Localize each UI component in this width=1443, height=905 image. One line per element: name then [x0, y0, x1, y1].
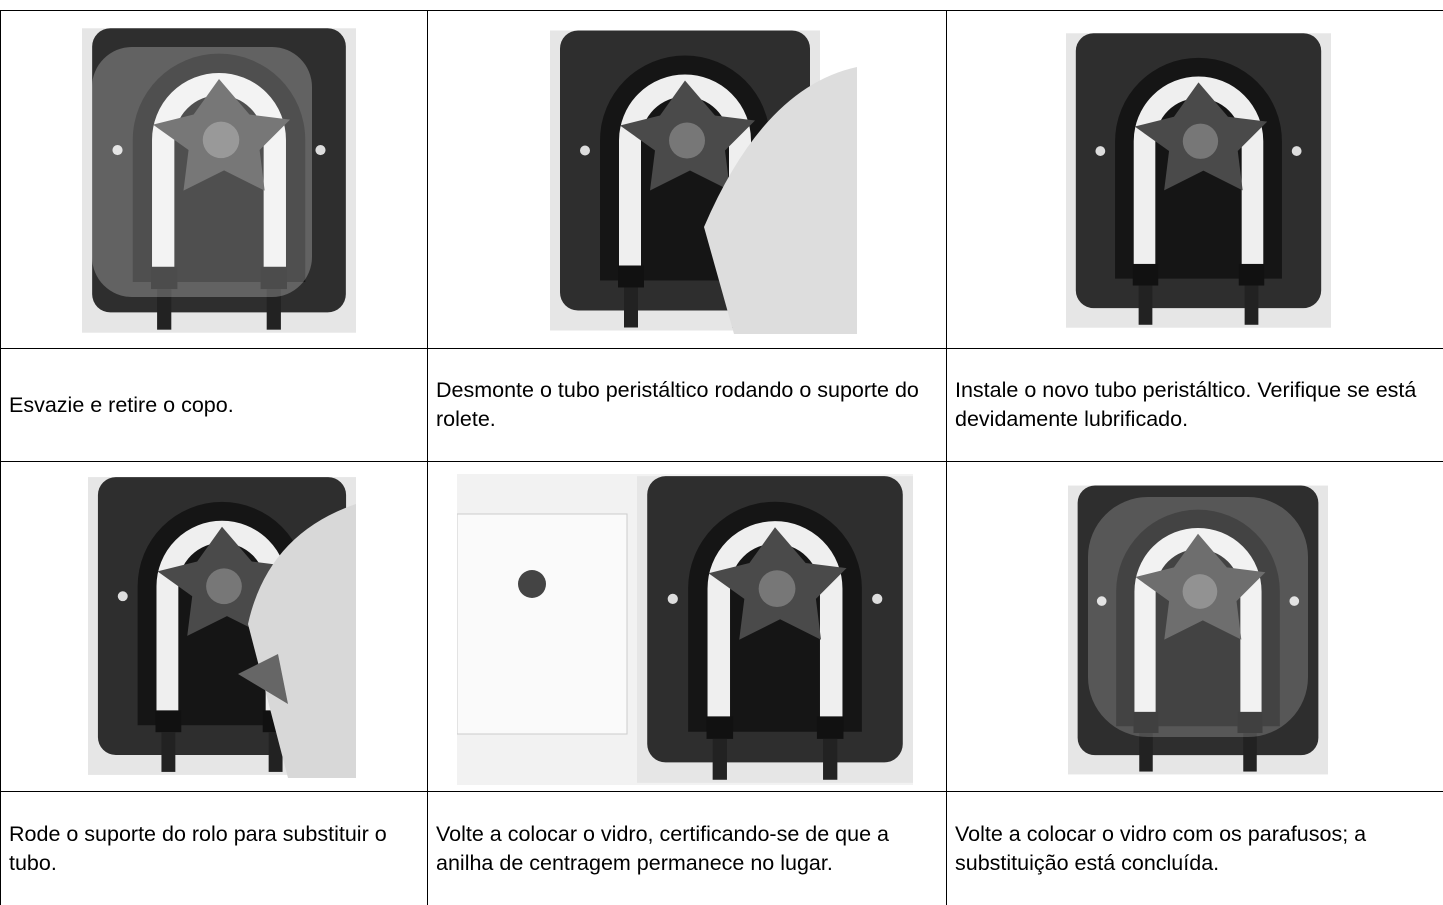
- step-text: Volte a colocar o vidro, certificando-se…: [436, 821, 889, 875]
- border: [0, 791, 1443, 792]
- photo: [457, 474, 913, 785]
- border: [0, 10, 1443, 11]
- photo: [514, 27, 857, 334]
- step-text: Volte a colocar o vidro com os parafusos…: [955, 821, 1367, 875]
- border: [946, 10, 947, 905]
- border: [427, 10, 428, 905]
- step-text: Instale o novo tubo peristáltico. Verifi…: [955, 378, 1417, 431]
- photo: [82, 27, 356, 334]
- photo: [1068, 477, 1328, 783]
- border: [0, 461, 1443, 462]
- border: [0, 10, 1, 905]
- photo: [88, 474, 356, 778]
- photo: [1066, 27, 1331, 334]
- border: [0, 348, 1443, 349]
- step-text: Rode o suporte do rolo para substituir o…: [9, 821, 387, 875]
- step-text: Esvazie e retire o copo.: [9, 392, 234, 417]
- step-text: Desmonte o tubo peristáltico rodando o s…: [436, 378, 919, 431]
